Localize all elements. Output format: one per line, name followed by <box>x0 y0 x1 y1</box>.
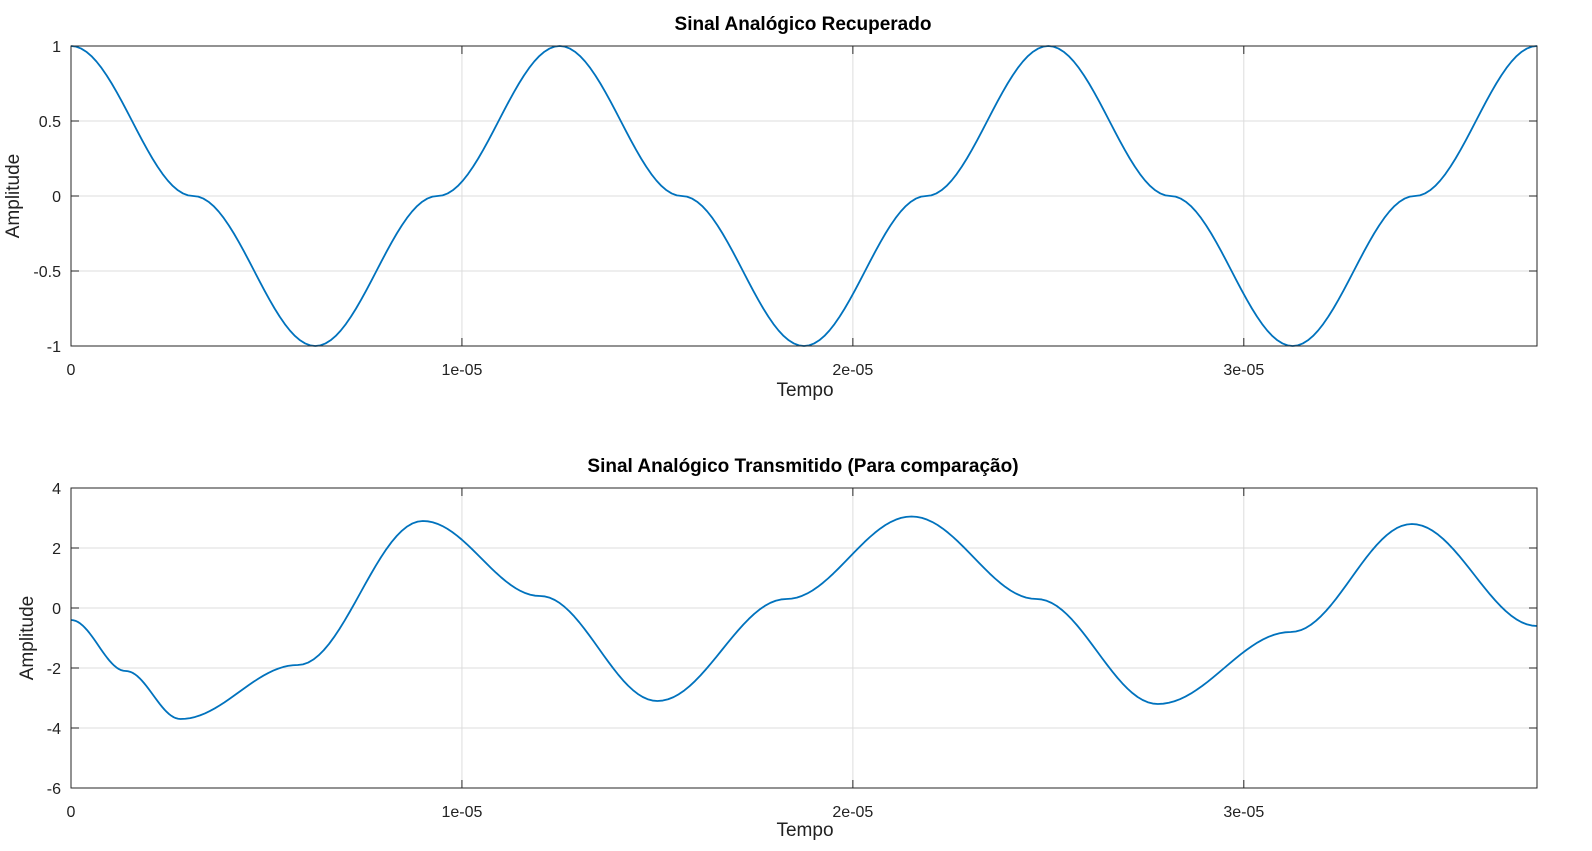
axes <box>71 488 1537 788</box>
y-tick-label: -2 <box>47 661 61 678</box>
y-tick-label: -6 <box>47 781 61 798</box>
x-tick-label: 1e-05 <box>441 804 482 821</box>
y-tick-label: 2 <box>52 541 61 558</box>
y-tick-label: 0 <box>52 189 61 206</box>
y-tick-label: 0 <box>52 601 61 618</box>
y-tick-label: -1 <box>47 339 61 356</box>
y-axis-label: Amplitude <box>3 154 24 239</box>
x-tick-label: 2e-05 <box>832 362 873 379</box>
x-tick-label: 3e-05 <box>1223 362 1264 379</box>
plot-panel-recovered-signal: Sinal Analógico Recuperado Tempo Amplitu… <box>3 14 1538 401</box>
x-tick-label: 0 <box>67 804 76 821</box>
plot-frame <box>70 487 1538 789</box>
y-tick-label: 1 <box>52 39 61 56</box>
x-axis-label: Tempo <box>776 820 833 841</box>
chart-title: Sinal Analógico Transmitido (Para compar… <box>587 456 1018 477</box>
x-tick-label: 3e-05 <box>1223 804 1264 821</box>
y-tick-label: -0.5 <box>33 264 61 281</box>
axes <box>71 46 1537 346</box>
y-tick-label: 4 <box>52 481 61 498</box>
plot-panel-transmitted-signal: Sinal Analógico Transmitido (Para compar… <box>17 456 1538 841</box>
x-axis-label: Tempo <box>776 380 833 401</box>
series-line <box>70 515 1538 720</box>
y-axis-label: Amplitude <box>17 596 38 681</box>
chart-title: Sinal Analógico Recuperado <box>675 14 932 35</box>
y-tick-label: 0.5 <box>39 114 61 131</box>
x-tick-label: 0 <box>67 362 76 379</box>
x-tick-label: 2e-05 <box>832 804 873 821</box>
x-tick-label: 1e-05 <box>441 362 482 379</box>
y-tick-label: -4 <box>47 721 61 738</box>
